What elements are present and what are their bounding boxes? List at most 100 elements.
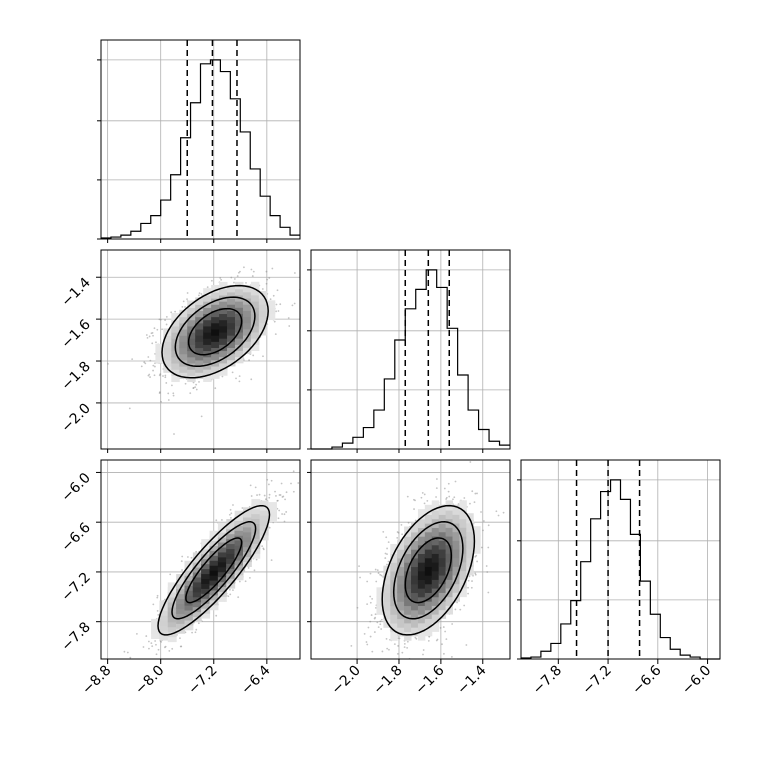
density-cell [459,508,467,520]
density-cell [397,548,405,559]
scatter-point [160,400,162,403]
scatter-point [168,650,171,652]
density-cell [445,509,453,520]
scatter-point [160,641,163,643]
scatter-point [128,407,131,410]
density-cell [452,582,460,593]
scatter-point [221,375,224,378]
scatter-point [268,493,271,496]
density-cell [431,569,440,580]
density-cell [219,362,228,370]
density-cell [417,561,426,572]
scatter-point [369,595,372,598]
density-cell [171,356,180,364]
density-cell [211,352,220,361]
density-cell [227,328,236,336]
density-cell [424,556,433,567]
density-cell [242,340,252,348]
y-tick-label: −6.0 [58,470,93,505]
density-cell [187,319,196,327]
scatter-point [268,277,271,279]
scatter-point [265,282,268,285]
scatter-point [278,509,281,512]
density-cell [390,621,398,633]
scatter-point [220,278,223,281]
density-cell [383,574,391,585]
scatter-point [170,311,173,314]
scatter-point [459,608,462,611]
density-cell [227,352,236,361]
scatter-point [165,382,168,384]
density-cell [203,349,212,358]
x-tick-label: −1.4 [454,662,489,697]
scatter-point [145,334,148,336]
y-tick-label: −1.6 [58,317,93,352]
scatter-point [380,618,383,621]
scatter-point [495,510,498,513]
density-cell [203,294,212,302]
scatter-point [164,374,167,377]
scatter-point [474,492,477,495]
scatter-point [423,502,426,505]
density-cell [195,315,204,324]
scatter-point [469,461,472,463]
scatter-point [476,560,479,563]
panel-frame [310,459,511,660]
scatter-point [435,478,438,480]
scatter-point [502,511,505,514]
scatter-point [155,643,157,646]
density-cell [250,318,260,327]
scatter-point [215,614,218,617]
scatter-point [406,640,409,643]
scatter-point [230,276,233,279]
density-cell [195,359,204,367]
panel-frame [310,249,511,450]
scatter-point [197,622,200,625]
scatter-point [153,374,156,377]
scatter-point [436,638,439,641]
x-tick-label: −8.0 [132,663,167,698]
scatter-point [194,631,197,634]
density-cell [390,543,398,555]
density-cell [219,349,228,358]
histogram-step [101,59,300,239]
scatter-point [143,361,146,364]
scatter-point [413,508,415,510]
scatter-point [388,648,390,651]
scatter-point [138,673,140,675]
density-cell [176,574,186,585]
histogram-step [521,479,720,660]
contour-line [404,537,453,604]
density-cell [390,630,398,641]
scatter-point [248,505,251,508]
scatter-point [241,507,244,509]
scatter-point [407,521,410,524]
density-cell [417,509,426,520]
scatter-point [238,380,241,383]
scatter-point [254,486,257,489]
density-cell [195,322,204,330]
density-cell [431,561,440,572]
density-cell [195,371,204,379]
scatter-point [237,271,240,274]
density-cell [431,621,440,632]
density-cell [390,604,398,615]
scatter-point [250,268,253,271]
scatter-point [373,675,375,677]
scatter-point [233,281,235,284]
scatter-point [379,620,382,623]
scatter-point [374,616,377,619]
scatter-point [371,597,374,600]
scatter-point [243,569,246,572]
panel-2-2 [517,460,720,660]
scatter-point [480,511,482,513]
y-tick-label: −7.2 [58,569,93,604]
scatter-point [165,315,168,318]
scatter-point [290,482,292,485]
scatter-point [443,487,446,490]
scatter-point [148,647,150,650]
scatter-point [245,281,247,284]
density-cell [376,595,384,607]
density-cell [203,288,212,296]
panel-frame [100,459,301,660]
